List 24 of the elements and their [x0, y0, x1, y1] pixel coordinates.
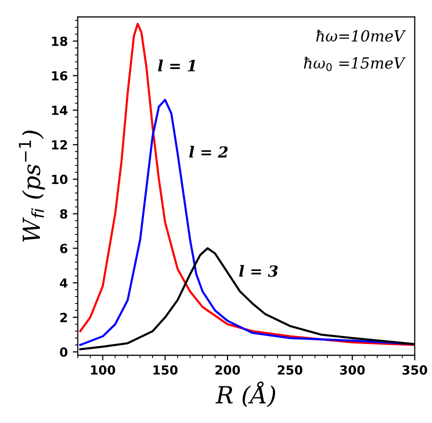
- annotation: ħω$_{0}$ =15meV: [304, 56, 406, 72]
- y-tick-label: 12: [52, 140, 67, 150]
- y-tick-label: 16: [52, 71, 68, 81]
- x-tick-label: 250: [278, 365, 302, 375]
- line-series: [79, 22, 415, 346]
- series-label: l = 1: [158, 60, 195, 72]
- y-tick-label: 4: [60, 278, 68, 288]
- y-tick-label: 18: [52, 36, 68, 46]
- x-tick-label: 150: [153, 365, 178, 375]
- series-label: l = 2: [189, 146, 228, 158]
- y-tick-label: 0: [60, 347, 68, 357]
- annotation: ħω=10meV: [316, 30, 406, 42]
- y-tick-label: 10: [52, 174, 68, 184]
- x-tick-label: 200: [215, 365, 240, 375]
- x-tick-label: 350: [402, 365, 428, 375]
- y-axis-title: W$_{fi}$ (ps$^{−1}$): [18, 130, 45, 242]
- y-tick-label: 6: [60, 244, 68, 254]
- y-tick-label: 8: [60, 209, 68, 219]
- series-label: l = 3: [239, 265, 278, 277]
- x-tick-label: 100: [91, 365, 116, 375]
- x-tick-label: 300: [340, 365, 365, 375]
- x-axis-title: R (Å): [216, 381, 276, 408]
- y-tick-label: 2: [60, 312, 67, 322]
- y-tick-label: 14: [52, 106, 68, 115]
